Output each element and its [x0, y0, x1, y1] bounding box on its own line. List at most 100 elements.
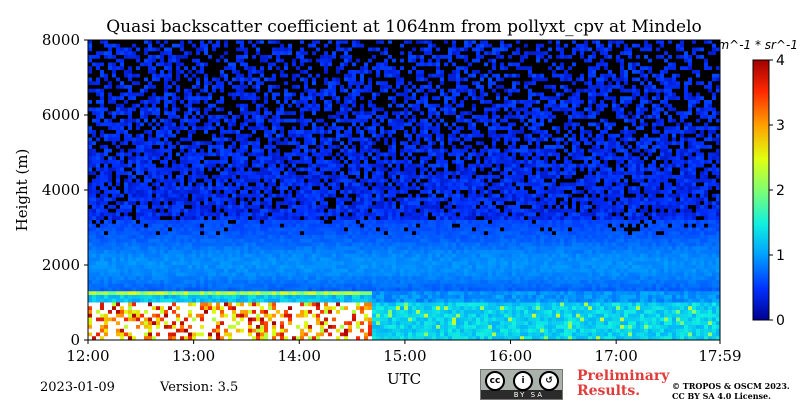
- heatmap-cell: [92, 265, 97, 270]
- heatmap-cell: [164, 325, 169, 330]
- heatmap-cell: [296, 175, 301, 180]
- heatmap-cell: [92, 81, 97, 86]
- heatmap-cell: [132, 231, 137, 236]
- heatmap-cell: [216, 313, 221, 318]
- heatmap-cell: [328, 205, 333, 210]
- heatmap-cell: [256, 137, 261, 142]
- heatmap-cell: [216, 295, 221, 300]
- heatmap-cell: [128, 85, 133, 90]
- heatmap-cell: [148, 227, 153, 232]
- heatmap-cell: [296, 118, 301, 123]
- heatmap-cell: [332, 317, 337, 322]
- heatmap-cell: [236, 227, 241, 232]
- heatmap-cell: [124, 62, 129, 67]
- heatmap-cell: [100, 186, 105, 191]
- heatmap-cell: [264, 317, 269, 322]
- heatmap-cell: [108, 88, 113, 93]
- heatmap-cell: [256, 163, 261, 168]
- heatmap-cell: [180, 227, 185, 232]
- heatmap-cell: [204, 160, 209, 165]
- heatmap-cell: [308, 272, 313, 277]
- heatmap-cell: [296, 126, 301, 131]
- heatmap-cell: [216, 193, 221, 198]
- heatmap-cell: [204, 197, 209, 202]
- heatmap-cell: [180, 302, 185, 307]
- heatmap-cell: [168, 81, 173, 86]
- heatmap-cell: [112, 208, 117, 213]
- heatmap-cell: [332, 201, 337, 206]
- heatmap-cell: [140, 92, 145, 97]
- heatmap-cell: [324, 250, 329, 255]
- heatmap-cell: [316, 295, 321, 300]
- heatmap-cell: [300, 328, 305, 333]
- heatmap-cell: [204, 100, 209, 105]
- heatmap-cell: [300, 306, 305, 311]
- heatmap-cell: [140, 88, 145, 93]
- heatmap-cell: [212, 321, 217, 326]
- heatmap-cell: [160, 66, 165, 71]
- heatmap-cell: [272, 126, 277, 131]
- heatmap-cell: [236, 336, 241, 340]
- heatmap-cell: [232, 96, 237, 101]
- heatmap-cell: [292, 253, 297, 258]
- heatmap-cell: [304, 148, 309, 153]
- heatmap-cell: [108, 212, 113, 217]
- heatmap-cell: [316, 336, 321, 340]
- heatmap-cell: [120, 280, 125, 285]
- heatmap-cell: [300, 302, 305, 307]
- heatmap-cell: [244, 85, 249, 90]
- heatmap-cell: [164, 186, 169, 191]
- heatmap-cell: [204, 51, 209, 56]
- heatmap-cell: [240, 145, 245, 150]
- heatmap-cell: [156, 47, 161, 52]
- heatmap-cell: [264, 51, 269, 56]
- heatmap-cell: [236, 156, 241, 161]
- heatmap-cell: [168, 238, 173, 243]
- heatmap-cell: [288, 205, 293, 210]
- heatmap-cell: [252, 62, 257, 67]
- heatmap-cell: [272, 216, 277, 221]
- heatmap-cell: [284, 283, 289, 288]
- heatmap-cell: [240, 223, 245, 228]
- heatmap-cell: [316, 208, 321, 213]
- heatmap-cell: [112, 261, 117, 266]
- heatmap-cell: [308, 141, 313, 146]
- heatmap-cell: [288, 268, 293, 273]
- heatmap-cell: [128, 306, 133, 311]
- heatmap-cell: [156, 111, 161, 116]
- heatmap-cell: [96, 242, 101, 247]
- heatmap-cell: [168, 58, 173, 63]
- heatmap-cell: [212, 70, 217, 75]
- heatmap-cell: [148, 152, 153, 157]
- heatmap-cell: [140, 73, 145, 78]
- heatmap-cell: [284, 130, 289, 135]
- heatmap-cell: [128, 313, 133, 318]
- heatmap-cell: [116, 118, 121, 123]
- heatmap-cell: [212, 261, 217, 266]
- heatmap-cell: [156, 328, 161, 333]
- heatmap-cell: [100, 100, 105, 105]
- heatmap-cell: [96, 111, 101, 116]
- heatmap-cell: [116, 47, 121, 52]
- heatmap-cell: [160, 43, 165, 48]
- heatmap-cell: [112, 306, 117, 311]
- heatmap-cell: [92, 77, 97, 82]
- heatmap-cell: [228, 306, 233, 311]
- heatmap-cell: [128, 88, 133, 93]
- heatmap-cell: [96, 227, 101, 232]
- heatmap-cell: [176, 190, 181, 195]
- heatmap-cell: [328, 85, 333, 90]
- heatmap-cell: [176, 107, 181, 112]
- heatmap-cell: [196, 190, 201, 195]
- heatmap-cell: [200, 73, 205, 78]
- heatmap-cell: [140, 103, 145, 108]
- heatmap-cell: [216, 197, 221, 202]
- heatmap-cell: [124, 287, 129, 292]
- heatmap-cell: [316, 58, 321, 63]
- heatmap-cell: [188, 208, 193, 213]
- heatmap-cell: [148, 66, 153, 71]
- heatmap-cell: [204, 253, 209, 258]
- heatmap-cell: [108, 295, 113, 300]
- heatmap-cell: [248, 250, 253, 255]
- heatmap-cell: [92, 261, 97, 266]
